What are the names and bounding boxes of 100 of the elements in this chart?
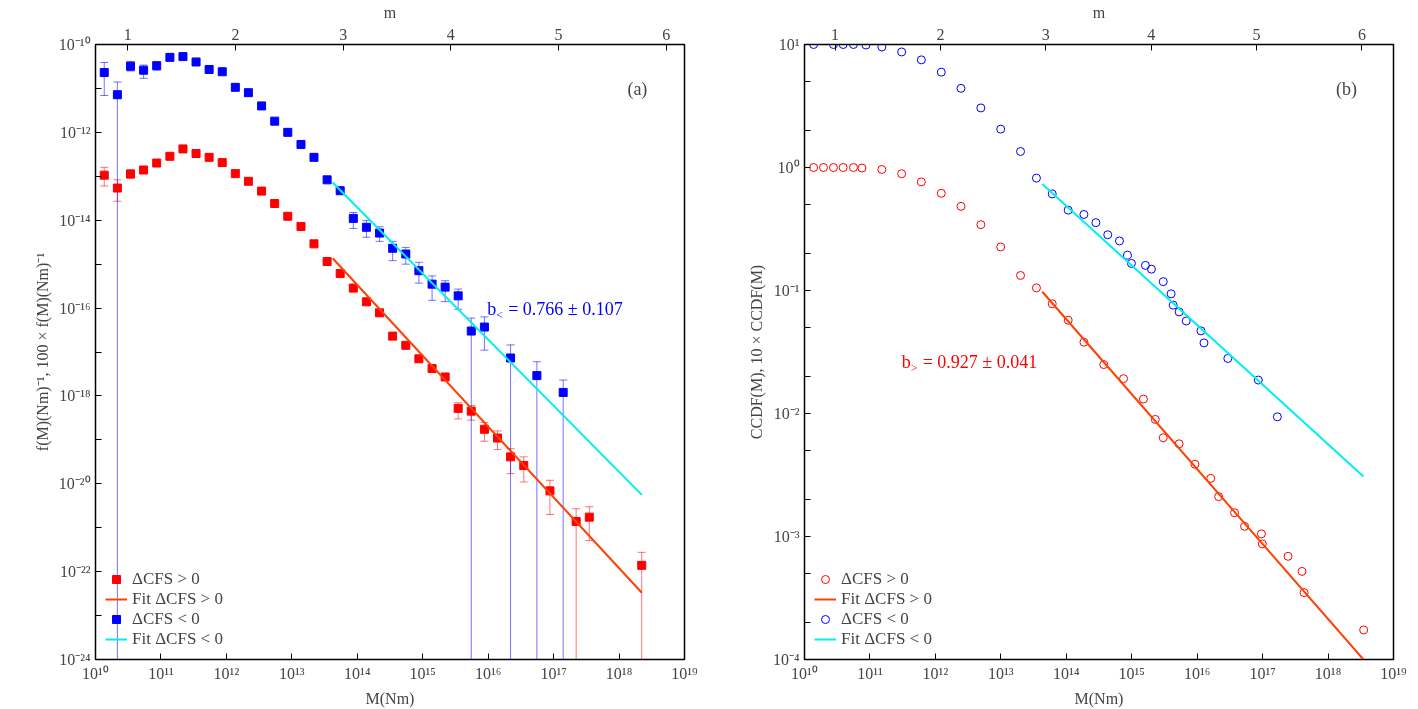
x-axis-title: M(Nm) bbox=[365, 689, 415, 708]
x-tick-label: 10¹² bbox=[922, 664, 949, 682]
point bbox=[178, 52, 188, 62]
point bbox=[191, 57, 201, 67]
point bbox=[283, 211, 293, 221]
point bbox=[99, 68, 109, 78]
annotation: (a) bbox=[627, 79, 648, 101]
point bbox=[165, 52, 175, 62]
x-tick-label: 10¹³ bbox=[279, 664, 305, 682]
y-tick-label: 10⁻¹⁰ bbox=[58, 36, 91, 53]
point bbox=[243, 176, 253, 186]
x-tick-label: 10¹³ bbox=[988, 664, 1014, 682]
x-tick-label: 10¹⁸ bbox=[605, 664, 633, 682]
legend-label: ΔCFS > 0 bbox=[132, 569, 200, 589]
point bbox=[230, 82, 240, 92]
x2-tick-label: 6 bbox=[662, 25, 671, 43]
point bbox=[152, 158, 162, 168]
x-tick-label: 10¹⁸ bbox=[1314, 664, 1342, 682]
x-tick-label: 10¹¹ bbox=[148, 664, 174, 682]
point bbox=[479, 424, 489, 434]
legend-label: ΔCFS < 0 bbox=[841, 609, 909, 629]
x-tick-label: 10¹⁹ bbox=[671, 664, 699, 682]
x-tick-label: 10¹¹ bbox=[857, 664, 883, 682]
point bbox=[453, 291, 463, 301]
y-tick-label: 10⁻²⁰ bbox=[58, 475, 91, 493]
point bbox=[257, 101, 267, 111]
x2-tick-label: 2 bbox=[936, 25, 945, 43]
point bbox=[479, 322, 489, 332]
legend-label: ΔCFS > 0 bbox=[841, 569, 909, 589]
point bbox=[165, 151, 175, 161]
point bbox=[217, 67, 227, 77]
annotation: b> = 0.927 ± 0.041 bbox=[901, 351, 1038, 375]
x2-tick-label: 5 bbox=[1252, 25, 1261, 43]
x2-tick-label: 1 bbox=[831, 25, 840, 43]
x2-tick-label: 1 bbox=[123, 25, 132, 43]
y-axis-title: CCDF(M), 10 × CCDF(M) bbox=[747, 264, 766, 440]
point bbox=[309, 152, 319, 162]
x2-tick-label: 2 bbox=[231, 25, 240, 43]
y-tick-label: 10⁻¹⁶ bbox=[59, 299, 91, 317]
point bbox=[584, 512, 594, 522]
y-tick-label: 10⁻³ bbox=[773, 528, 800, 545]
point bbox=[191, 149, 201, 159]
x-axis-title: M(Nm) bbox=[1074, 689, 1124, 708]
y-tick-label: 10⁻¹⁸ bbox=[59, 387, 91, 405]
y-tick-label: 10⁻¹ bbox=[773, 282, 800, 299]
y-tick-label: 10⁰ bbox=[777, 159, 800, 176]
legend-label: ΔCFS < 0 bbox=[132, 609, 200, 629]
point bbox=[322, 256, 332, 266]
x-tick-label: 10¹⁷ bbox=[540, 664, 567, 682]
point bbox=[204, 152, 214, 162]
point bbox=[243, 88, 253, 98]
point bbox=[112, 183, 122, 193]
x2-tick-label: 3 bbox=[1041, 25, 1050, 43]
x-tick-label: 10¹⁴ bbox=[344, 664, 371, 682]
y-tick-label: 10⁻² bbox=[773, 405, 800, 422]
point bbox=[139, 165, 149, 175]
point bbox=[257, 186, 267, 196]
point bbox=[335, 269, 345, 279]
point bbox=[283, 127, 293, 137]
point bbox=[361, 297, 371, 307]
x-tick-label: 10¹⁵ bbox=[1118, 664, 1145, 682]
legend-label: Fit ΔCFS < 0 bbox=[132, 629, 223, 649]
point bbox=[139, 65, 149, 75]
point bbox=[217, 158, 227, 168]
point bbox=[348, 213, 358, 223]
point bbox=[532, 371, 542, 381]
point bbox=[270, 116, 280, 126]
point bbox=[322, 175, 332, 185]
legend-label: Fit ΔCFS > 0 bbox=[841, 589, 932, 609]
x-tick-label: 10¹² bbox=[213, 664, 240, 682]
x-tick-label: 10¹⁷ bbox=[1249, 664, 1276, 682]
point bbox=[348, 283, 358, 293]
x2-tick-label: 5 bbox=[554, 25, 563, 43]
point bbox=[466, 326, 476, 336]
x2-axis-title: m bbox=[1092, 3, 1106, 21]
point bbox=[388, 331, 398, 341]
x-tick-label: 10¹⁹ bbox=[1380, 664, 1408, 682]
point bbox=[361, 222, 371, 232]
point bbox=[414, 354, 424, 364]
point bbox=[178, 144, 188, 154]
point bbox=[230, 169, 240, 179]
point bbox=[558, 387, 568, 397]
point bbox=[637, 560, 647, 570]
legend-label: Fit ΔCFS > 0 bbox=[132, 589, 223, 609]
y-tick-label: 10⁻¹² bbox=[59, 123, 91, 141]
x2-tick-label: 3 bbox=[339, 25, 348, 43]
x2-axis-title: m bbox=[383, 3, 397, 21]
point bbox=[270, 199, 280, 209]
point bbox=[453, 403, 463, 413]
point bbox=[296, 139, 306, 149]
point bbox=[309, 239, 319, 249]
x2-tick-label: 6 bbox=[1357, 25, 1366, 43]
y-tick-label: 10⁻²² bbox=[59, 563, 91, 581]
x2-tick-label: 4 bbox=[1147, 25, 1156, 43]
y-tick-label: 10¹ bbox=[778, 36, 800, 53]
annotation: b< = 0.766 ± 0.107 bbox=[487, 298, 623, 322]
y-axis-title: f(M)(Nm)⁻¹, 100 × f(M)(Nm)⁻¹ bbox=[33, 252, 52, 452]
annotation: (b) bbox=[1335, 79, 1357, 101]
point bbox=[112, 90, 122, 100]
x-tick-label: 10¹⁶ bbox=[1183, 664, 1211, 682]
